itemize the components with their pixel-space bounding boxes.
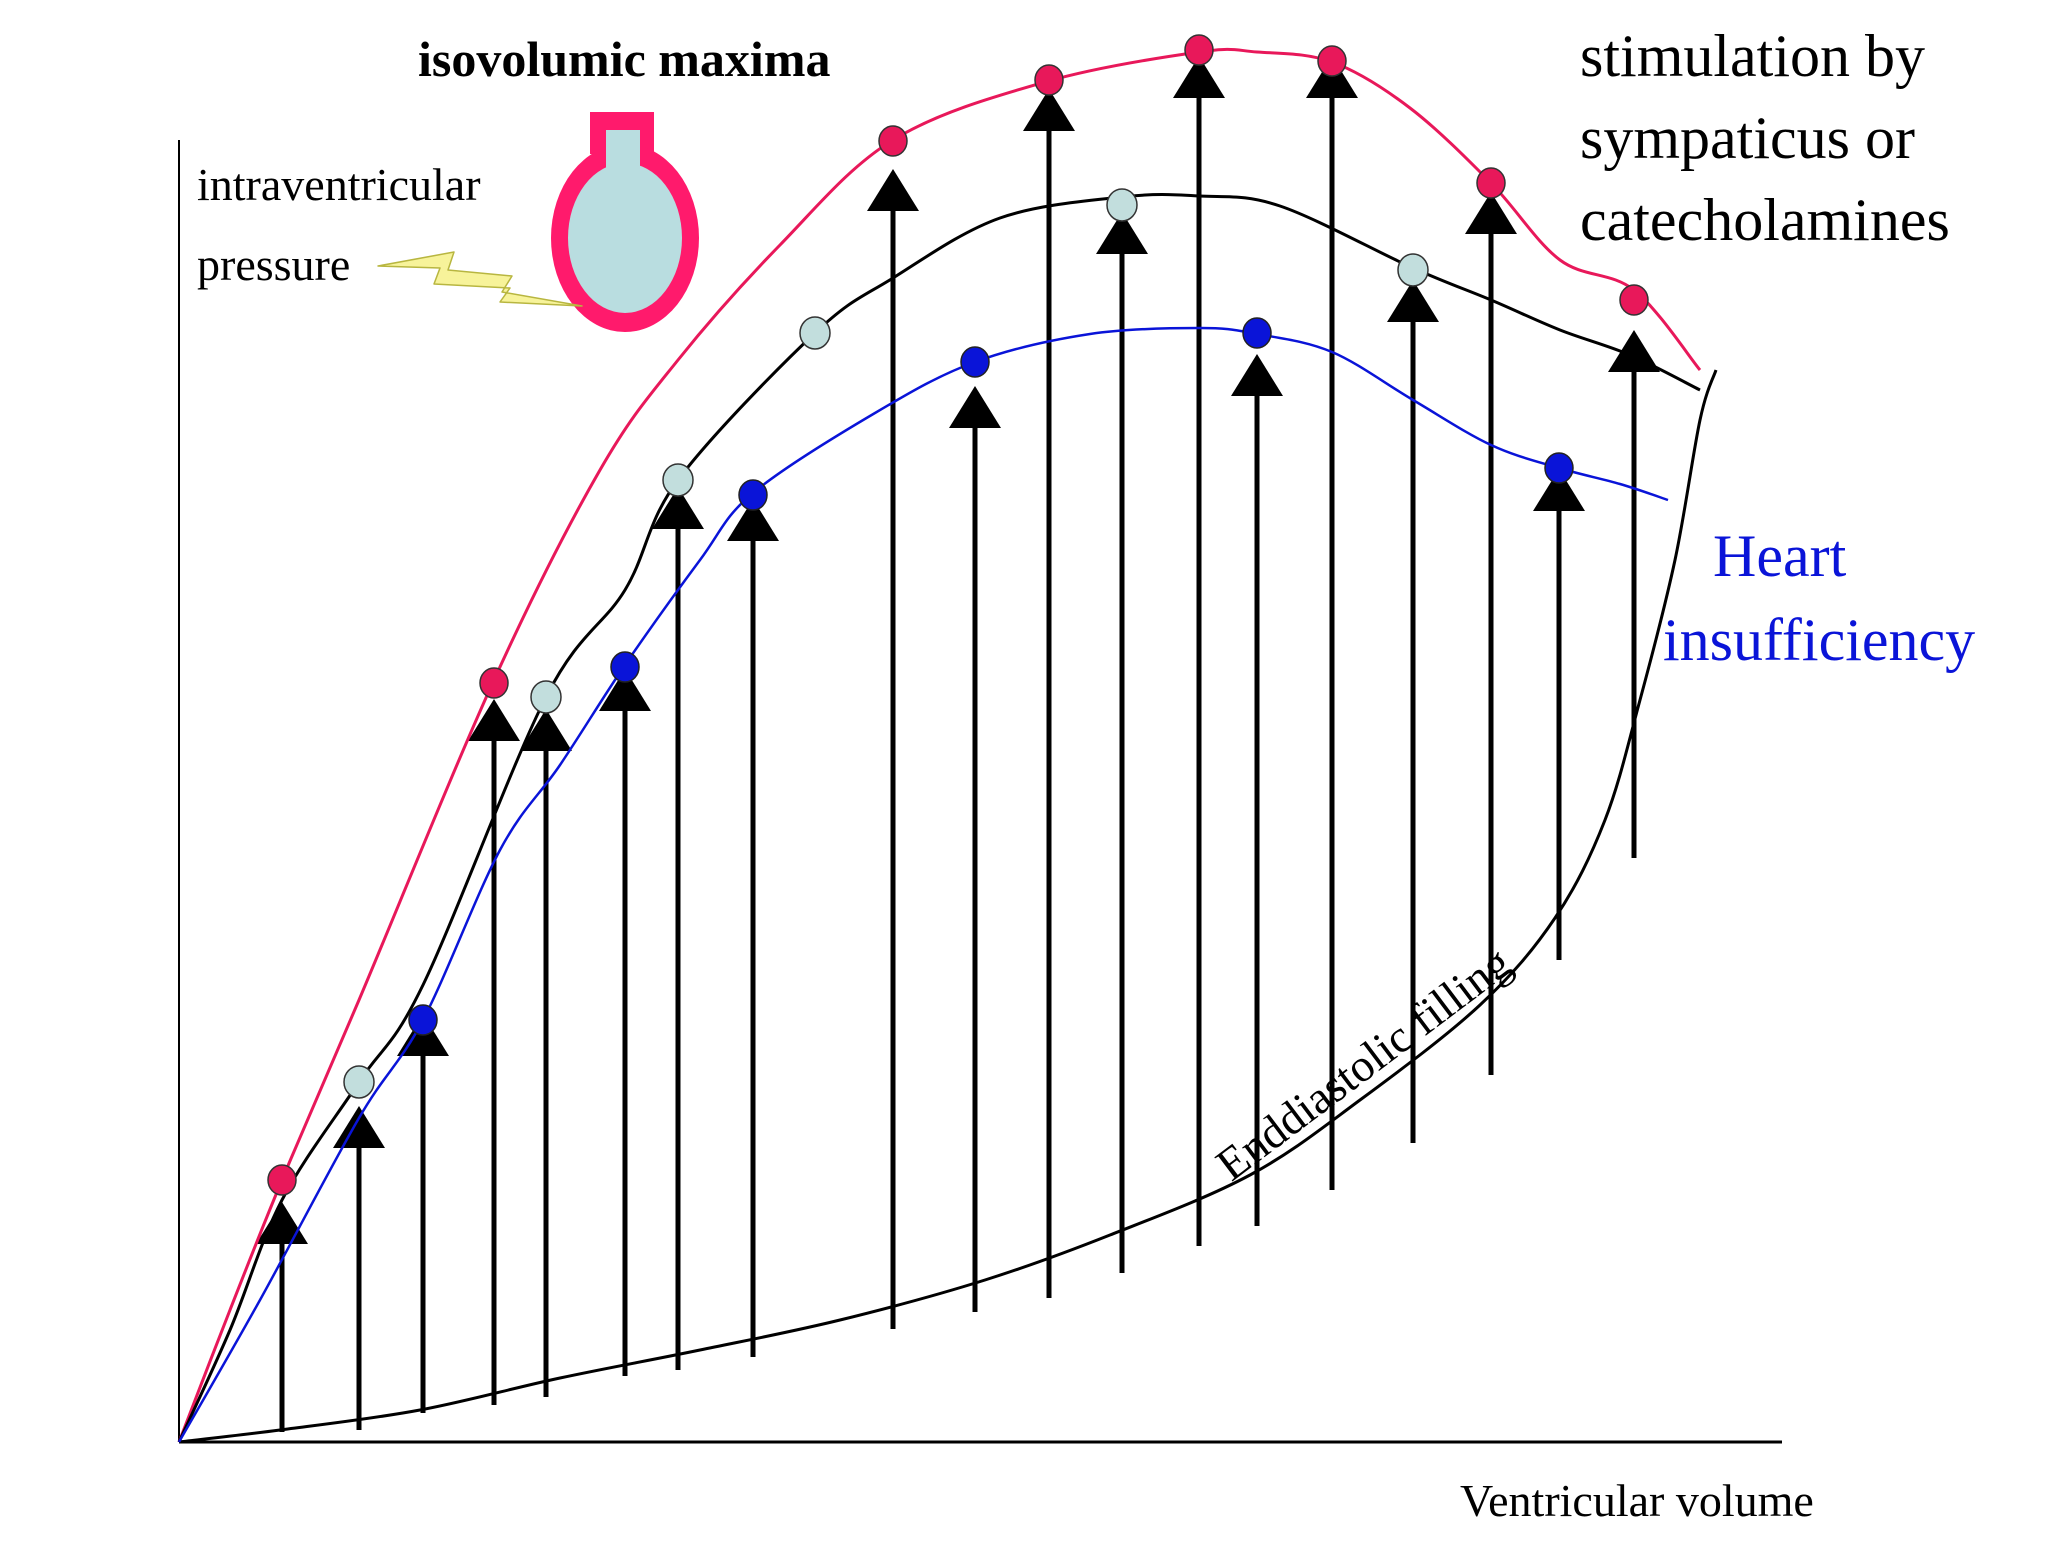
normal-marker	[1397, 253, 1429, 287]
arrow-head	[468, 699, 520, 741]
insufficiency-marker	[738, 479, 768, 511]
arrow-head	[520, 709, 572, 751]
stimulation-curve-path	[177, 47, 1702, 1443]
arrow-head	[652, 487, 704, 529]
y-axis-label-line-2: pressure	[197, 239, 351, 290]
isovolumic-maxima-curves	[177, 47, 1702, 1443]
heart-ventricle-icon	[551, 112, 699, 332]
stimulation-marker	[267, 1164, 297, 1196]
insufficiency-marker	[610, 651, 640, 683]
insufficiency-marker	[1242, 317, 1272, 349]
arrow-head	[727, 499, 779, 541]
arrow-head	[867, 169, 919, 211]
stimulation-label-line-2: sympaticus or	[1580, 105, 1915, 171]
stimulation-marker	[1034, 64, 1064, 96]
arrow-head	[1096, 212, 1148, 254]
insufficiency-curve-path	[177, 326, 1669, 1443]
y-axis-label-line-1: intraventricular	[197, 159, 481, 210]
insufficiency-marker	[1544, 452, 1574, 484]
stimulation-label-line-3: catecholamines	[1580, 187, 1950, 253]
normal-marker	[530, 680, 562, 714]
arrow-head	[949, 386, 1001, 428]
stimulation-marker	[1317, 45, 1347, 77]
normal-marker	[799, 316, 831, 350]
arrow-head	[599, 669, 651, 711]
arrow-head	[1023, 89, 1075, 131]
stimulation-label-line-1: stimulation by	[1580, 23, 1925, 89]
normal-marker	[662, 463, 694, 497]
arrow-head	[1306, 56, 1358, 98]
diagram-title: isovolumic maxima	[418, 31, 831, 87]
stimulation-marker	[1476, 167, 1506, 199]
pressure-arrows	[256, 56, 1660, 1432]
insufficiency-marker	[408, 1004, 438, 1036]
curve-markers	[267, 34, 1649, 1196]
insufficiency-label-line-1: Heart	[1713, 523, 1847, 589]
stimulation-marker	[479, 667, 509, 699]
arrow-head	[1231, 354, 1283, 396]
enddiastolic-filling-curve	[178, 369, 1718, 1444]
axes	[178, 140, 1782, 1444]
normal-marker	[343, 1065, 375, 1099]
arrow-head	[1173, 56, 1225, 98]
normal-marker	[1106, 188, 1138, 222]
lightning-bolt-icon	[377, 251, 583, 307]
arrow-head	[1387, 280, 1439, 322]
filling-curve-path	[178, 369, 1718, 1444]
arrow-head	[1465, 192, 1517, 234]
arrow-head	[333, 1106, 385, 1148]
normal-curve-path	[177, 193, 1701, 1443]
insufficiency-label-line-2: insufficiency	[1663, 607, 1976, 673]
stimulation-marker	[1619, 284, 1649, 316]
arrow-head	[1533, 469, 1585, 511]
x-axis-label: Ventricular volume	[1460, 1475, 1814, 1526]
stimulation-marker	[1184, 34, 1214, 66]
stimulation-marker	[878, 125, 908, 157]
insufficiency-marker	[960, 346, 990, 378]
